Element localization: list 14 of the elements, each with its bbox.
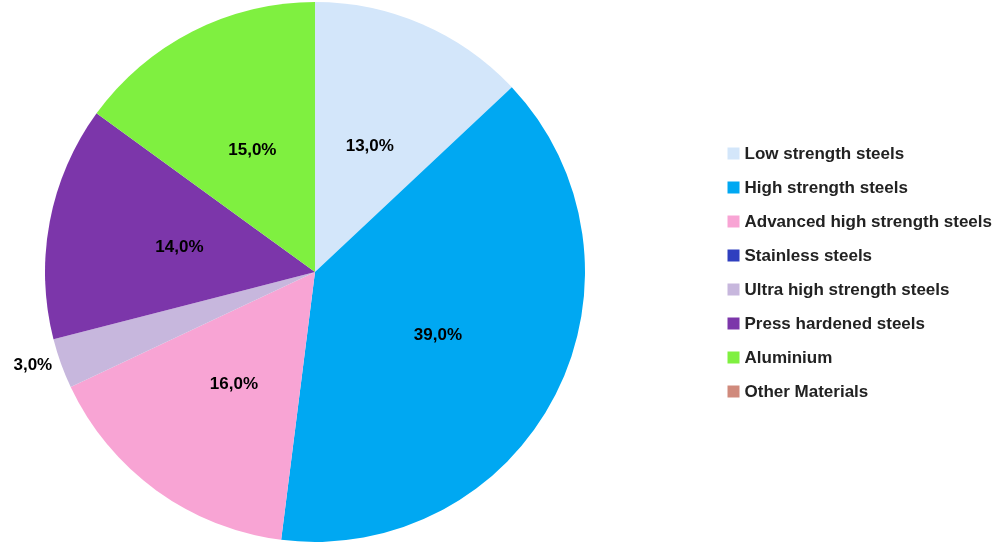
legend-label: Stainless steels [744,246,873,265]
data-label: 3,0% [13,355,53,375]
legend-label: Low strength steels [744,144,905,163]
data-label: 13,0% [345,135,394,155]
data-label: 39,0% [413,325,463,345]
legend-label: Other Materials [744,382,869,401]
legend-label: High strength steels [744,178,908,197]
legend-label: Advanced high strength steels [744,212,992,231]
legend-label: Press hardened steels [744,314,925,333]
data-label: 14,0% [155,236,204,256]
legend-label: Aluminium [744,348,833,367]
data-label: 15,0% [228,139,277,159]
legend-label: Ultra high strength steels [744,280,950,299]
data-label: 16,0% [209,374,258,394]
